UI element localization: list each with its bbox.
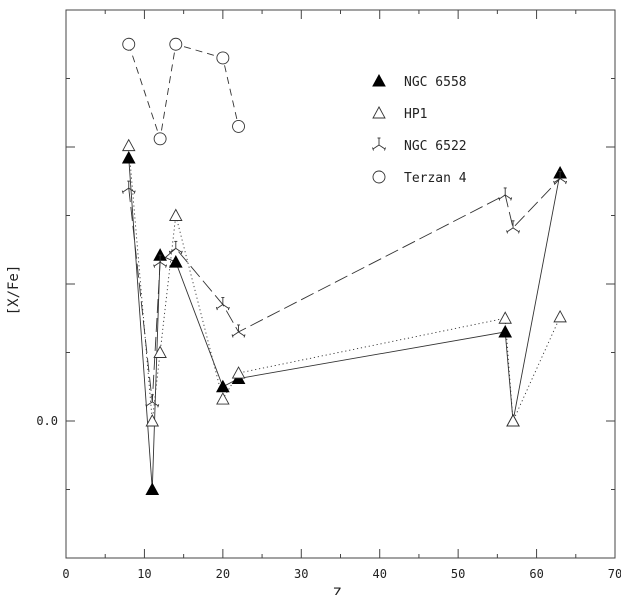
marker-arm [146, 401, 153, 407]
data-point-ngc-6522 [231, 324, 246, 338]
legend-marker-ngc-6522 [372, 137, 386, 151]
marker-cap [121, 190, 124, 194]
data-point-ngc-6558 [498, 324, 513, 338]
marker-arm [122, 187, 129, 193]
marker-cap [157, 404, 160, 408]
series-line-ngc-6558 [128, 157, 561, 490]
data-point-ngc-6522 [145, 394, 160, 408]
legend-marker-ngc-6558 [372, 73, 386, 87]
marker-arm [216, 304, 224, 309]
marker-cap [565, 180, 568, 185]
data-point-hp1 [498, 311, 512, 324]
marker-cap [227, 306, 230, 311]
marker-arm [372, 144, 380, 150]
marker-cap [498, 197, 501, 201]
marker-cap [506, 230, 508, 234]
data-point-hp1 [506, 414, 520, 427]
marker-arm [128, 187, 135, 193]
marker-arm [378, 144, 386, 150]
marker-arm [504, 194, 512, 200]
data-point-ngc-6558 [145, 482, 160, 495]
marker-arm [553, 178, 561, 183]
lines-layer [128, 43, 561, 490]
legend-marker-terzan-4 [372, 170, 386, 184]
x-tick-label: 20 [216, 567, 230, 581]
marker-cap [384, 147, 386, 151]
data-point-ngc-6522 [153, 254, 168, 268]
marker-cap [372, 147, 374, 151]
data-point-ngc-6558 [168, 255, 183, 268]
y-tick-label: 0.0 [36, 414, 58, 428]
marker-arm [238, 331, 245, 337]
x-tick-label: 70 [608, 567, 621, 581]
marker-arm [222, 304, 230, 309]
marker-arm [498, 194, 506, 200]
data-point-hp1 [169, 208, 183, 221]
data-point-hp1 [553, 309, 567, 323]
data-point-ngc-6522 [506, 220, 520, 234]
data-point-ngc-6522 [498, 187, 513, 201]
marker-cap [518, 230, 520, 234]
data-point-terzan-4 [153, 132, 167, 146]
marker-arm [169, 248, 177, 253]
marker-cap [165, 264, 168, 268]
legend: NGC 6558 HP1 NGC 6522 Terzan 4 [372, 73, 467, 186]
data-point-ngc-6558 [121, 150, 136, 164]
ticks-layer: 0 10 20 30 40 50 60 70 0.0 [36, 9, 621, 581]
x-tick-label: 0 [62, 567, 69, 581]
data-point-hp1 [121, 138, 136, 152]
x-tick-label: 60 [529, 567, 543, 581]
marker-cap [231, 334, 234, 338]
x-tick-label: 30 [294, 567, 308, 581]
data-point-hp1 [145, 414, 160, 427]
marker-arm [512, 227, 520, 233]
x-axis-label: Z [333, 586, 341, 595]
marker-cap [168, 250, 171, 255]
marker-arm [153, 261, 161, 267]
data-point-ngc-6522 [553, 171, 568, 185]
marker-arm [559, 178, 567, 183]
data-point-ngc-6522 [168, 240, 183, 255]
legend-label-terzan-4: Terzan 4 [404, 171, 467, 186]
marker-arm [232, 331, 239, 337]
marker-cap [133, 190, 136, 194]
data-point-ngc-6522 [215, 297, 230, 311]
markers-layer [121, 37, 568, 495]
legend-marker-hp1 [372, 106, 386, 119]
y-axis-label: [X/Fe] [6, 265, 22, 316]
series-line-hp1 [128, 145, 561, 422]
marker-arm [159, 261, 167, 267]
data-point-hp1 [216, 392, 230, 405]
marker-cap [180, 250, 183, 255]
series-line-ngc-6522 [128, 178, 561, 402]
marker-cap [510, 197, 513, 201]
x-tick-label: 50 [451, 567, 465, 581]
marker-cap [243, 334, 246, 338]
data-point-hp1 [231, 366, 246, 379]
data-point-ngc-6558 [216, 379, 230, 393]
data-point-terzan-4 [122, 37, 136, 51]
data-point-hp1 [153, 345, 167, 358]
marker-cap [215, 306, 218, 311]
x-tick-label: 40 [372, 567, 386, 581]
data-point-ngc-6522 [121, 180, 136, 194]
marker-arm [152, 401, 159, 407]
data-point-terzan-4 [232, 119, 245, 133]
marker-cap [153, 264, 156, 268]
legend-label-ngc-6522: NGC 6522 [404, 139, 467, 154]
marker-cap [553, 180, 556, 185]
marker-cap [145, 404, 148, 408]
data-point-terzan-4 [169, 37, 183, 51]
x-tick-label: 10 [137, 567, 151, 581]
legend-label-hp1: HP1 [404, 107, 427, 122]
legend-label-ngc-6558: NGC 6558 [404, 75, 467, 90]
marker-arm [175, 248, 183, 253]
marker-arm [506, 227, 514, 233]
plot-frame [65, 9, 616, 559]
data-point-terzan-4 [216, 51, 230, 65]
